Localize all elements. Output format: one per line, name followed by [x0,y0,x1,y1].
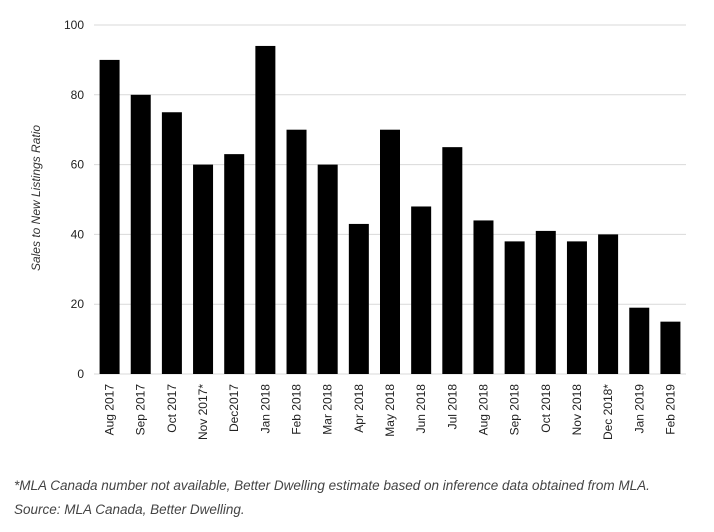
y-tick-label: 100 [64,18,84,32]
y-tick-label: 0 [77,367,84,381]
x-tick-label: Mar 2018 [321,384,335,435]
x-tick-label: Aug 2017 [103,384,117,436]
bar-chart: 0 20 40 60 80 100 Aug 2017 Sep 2017 Oct 2017 Nov… [29,18,686,440]
x-tick-label: Jan 2018 [258,384,272,434]
x-tick-label: Nov 2018 [570,384,584,436]
x-tick-label: Sep 2017 [134,384,148,436]
footnote-estimate: *MLA Canada number not available, Better… [14,478,650,493]
bar [193,164,214,374]
x-tick-label: Dec 2018* [601,384,615,440]
y-axis-label: Sales to New Listings Ratio [29,125,43,271]
x-axis-ticks: Aug 2017 Sep 2017 Oct 2017 Nov 2017* Dec2017… [103,384,678,440]
bar [411,206,432,374]
y-tick-label: 40 [71,227,85,241]
x-tick-label: Oct 2017 [165,384,179,433]
bar [598,234,619,374]
x-tick-label: Oct 2018 [539,384,553,433]
bar [130,94,151,375]
x-tick-label: Jan 2019 [632,384,646,434]
bar [442,147,463,374]
bar [317,164,338,374]
x-tick-label: Apr 2018 [352,384,366,433]
x-tick-label: Aug 2018 [476,384,490,436]
bar [473,220,494,374]
footnote-source: Source: MLA Canada, Better Dwelling. [14,502,245,517]
bar [161,112,182,374]
x-tick-label: Jun 2018 [414,384,428,434]
x-tick-label: May 2018 [383,384,397,437]
x-tick-label: Feb 2018 [290,384,304,435]
x-tick-label: Dec2017 [227,384,241,432]
x-tick-label: Nov 2017* [196,384,210,440]
y-axis-ticks: 0 20 40 60 80 100 [64,18,84,381]
bar [224,154,245,374]
bar [660,321,681,374]
y-tick-label: 20 [71,297,85,311]
bar [535,230,556,374]
bar [380,129,400,374]
y-tick-label: 80 [71,88,85,102]
y-tick-label: 60 [71,158,85,172]
bar [504,241,525,374]
bar [629,307,650,374]
bar [566,241,587,374]
bars [99,45,681,375]
bar [255,45,276,374]
x-tick-label: Jul 2018 [445,384,459,430]
x-tick-label: Sep 2018 [508,384,522,436]
x-tick-label: Feb 2019 [663,384,677,435]
bar [99,59,120,375]
bar [348,223,369,374]
bar [286,129,307,374]
